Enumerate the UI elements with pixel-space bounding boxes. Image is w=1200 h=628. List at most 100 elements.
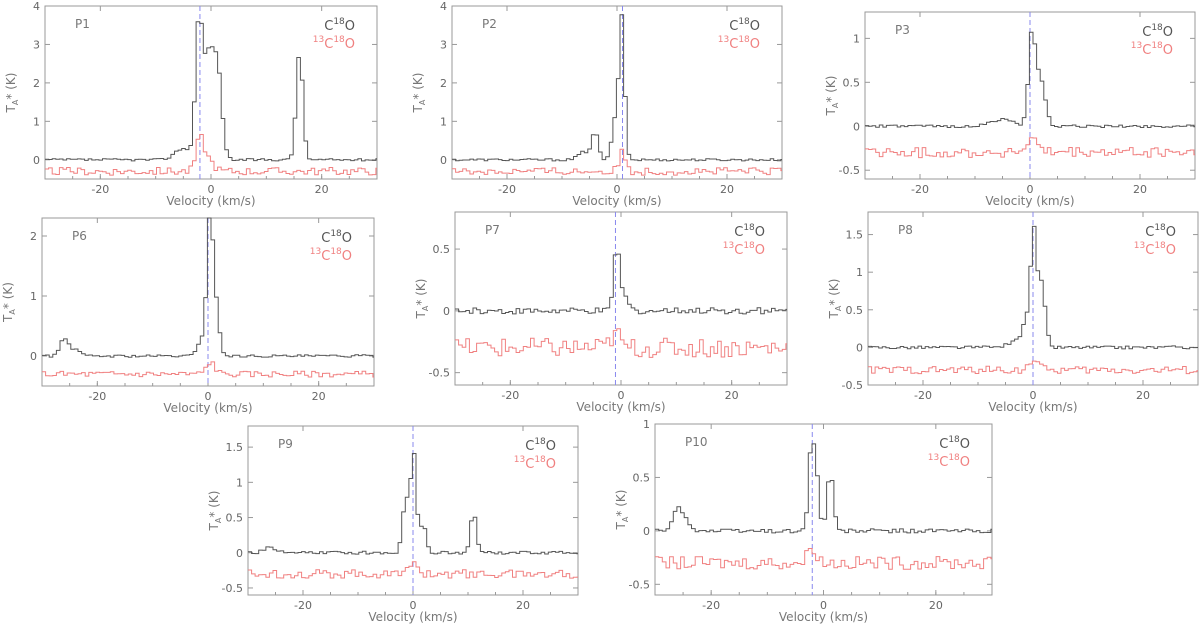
legend-c18o: C18O (1145, 223, 1176, 240)
spectrum-c18o (45, 21, 377, 162)
spectrum-c18o (865, 31, 1195, 128)
panel-title: P9 (278, 437, 293, 451)
y-axis-label: TA* (K) (4, 73, 20, 114)
y-tick-label: 3 (440, 38, 447, 51)
x-axis-label: Velocity (km/s) (163, 401, 252, 415)
legend-13c18o: 13C18O (1131, 41, 1173, 58)
spectrum-c18o (655, 443, 992, 534)
legend-13c18o: 13C18O (1134, 241, 1176, 258)
y-tick-label: -0.5 (222, 582, 243, 595)
legend-13c18o: 13C18O (514, 455, 556, 472)
x-axis-label: Velocity (km/s) (576, 400, 665, 414)
x-tick-label: 20 (929, 599, 943, 612)
x-axis-label: Velocity (km/s) (985, 194, 1074, 208)
y-tick-label: 1.5 (226, 441, 244, 454)
x-tick-label: 20 (1133, 183, 1147, 196)
spectrum-13c18o (45, 134, 377, 176)
x-tick-label: 20 (725, 389, 739, 402)
y-tick-label: 1.5 (846, 229, 864, 242)
y-tick-label: 3 (33, 38, 40, 51)
y-tick-label: -0.5 (629, 578, 650, 591)
y-tick-label: -0.5 (842, 379, 863, 392)
x-tick-label: 20 (1136, 389, 1150, 402)
x-axis-label: Velocity (km/s) (368, 610, 457, 624)
y-tick-label: 2 (30, 230, 37, 243)
y-tick-label: 0.5 (433, 243, 451, 256)
legend-c18o: C18O (729, 17, 760, 34)
y-axis-label: TA* (K) (414, 279, 430, 320)
y-tick-label: 1 (30, 290, 37, 303)
x-tick-label: 0 (1030, 389, 1037, 402)
y-tick-label: 1 (856, 266, 863, 279)
x-tick-label: -20 (91, 183, 109, 196)
y-tick-label: 0.5 (846, 304, 864, 317)
panel-title: P2 (482, 17, 497, 31)
y-axis-label: TA* (K) (411, 73, 427, 114)
legend-c18o: C18O (525, 437, 556, 454)
y-tick-label: -0.5 (839, 164, 860, 177)
y-axis-label: TA* (K) (824, 76, 840, 117)
spectrum-13c18o (42, 361, 374, 378)
y-axis-label: TA* (K) (614, 490, 630, 531)
x-axis-label: Velocity (km/s) (779, 610, 868, 624)
legend-c18o: C18O (321, 229, 352, 246)
y-tick-label: -0.5 (429, 367, 450, 380)
x-tick-label: 0 (618, 389, 625, 402)
panel-title: P7 (485, 223, 500, 237)
x-tick-label: 0 (1027, 183, 1034, 196)
panel-title: P1 (75, 17, 90, 31)
spectrum-c18o (452, 14, 782, 162)
x-tick-label: 0 (208, 183, 215, 196)
x-tick-label: 0 (205, 390, 212, 403)
y-tick-label: 0 (856, 341, 863, 354)
spectrum-13c18o (865, 137, 1195, 159)
legend-13c18o: 13C18O (313, 35, 355, 52)
y-tick-label: 1 (853, 32, 860, 45)
y-tick-label: 0.5 (843, 76, 861, 89)
x-axis-label: Velocity (km/s) (166, 194, 255, 208)
y-axis-label: TA* (K) (827, 279, 843, 320)
spectrum-13c18o (248, 561, 578, 579)
spectrum-c18o (455, 253, 787, 315)
y-axis-label: TA* (K) (207, 491, 223, 532)
y-tick-label: 2 (440, 77, 447, 90)
spectrum-c18o (868, 225, 1198, 350)
x-axis-label: Velocity (km/s) (572, 194, 661, 208)
y-tick-label: 1 (33, 115, 40, 128)
y-tick-label: 0 (443, 305, 450, 318)
x-tick-label: -20 (498, 183, 516, 196)
spectrum-13c18o (452, 148, 782, 176)
spectrum-13c18o (655, 548, 992, 570)
spectrum-13c18o (455, 328, 787, 358)
legend-c18o: C18O (1142, 23, 1173, 40)
y-tick-label: 4 (440, 0, 447, 13)
x-tick-label: -20 (501, 389, 519, 402)
y-tick-label: 0 (33, 154, 40, 167)
legend-13c18o: 13C18O (723, 241, 765, 258)
y-tick-label: 0 (853, 120, 860, 133)
legend-13c18o: 13C18O (310, 247, 352, 264)
legend-c18o: C18O (939, 435, 970, 452)
legend-c18o: C18O (734, 223, 765, 240)
y-tick-label: 0.5 (633, 471, 651, 484)
x-tick-label: -20 (911, 183, 929, 196)
y-tick-label: 1 (440, 115, 447, 128)
x-tick-label: 0 (410, 599, 417, 612)
y-tick-label: 0.5 (226, 512, 244, 525)
y-tick-label: 0 (236, 547, 243, 560)
y-tick-label: 0 (440, 154, 447, 167)
x-tick-label: 20 (315, 183, 329, 196)
y-tick-label: 0 (643, 525, 650, 538)
x-tick-label: -20 (294, 599, 312, 612)
y-tick-label: 1 (236, 476, 243, 489)
x-tick-label: 20 (516, 599, 530, 612)
y-axis-label: TA* (K) (1, 282, 17, 323)
